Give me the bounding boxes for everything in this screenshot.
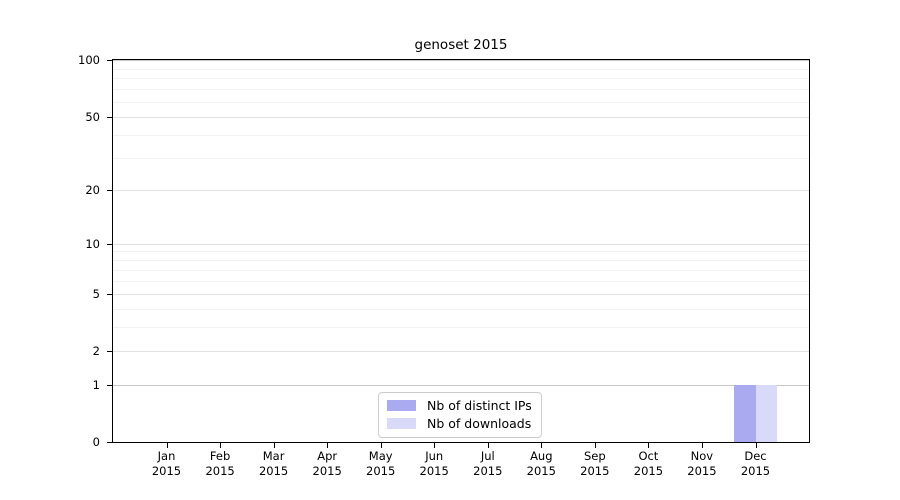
x-tick-label: Oct 2015 [633,449,664,478]
x-tick-mark [594,443,596,448]
legend-swatch-downloads [387,418,416,429]
major-gridline [113,116,809,118]
minor-gridline [113,157,809,159]
y-tick-label: 20 [85,183,100,197]
bar-distinct-ips [734,384,756,442]
y-tick-label: 2 [92,344,100,359]
y-tick-mark [107,293,112,295]
plot-area: Nb of distinct IPs Nb of downloads [112,59,810,443]
x-tick-mark [220,443,222,448]
major-gridline [113,190,809,191]
minor-gridline [113,308,809,310]
x-tick-label: Dec 2015 [740,449,771,478]
bar-downloads [755,384,777,442]
legend-swatch-distinct-ips [387,400,416,411]
legend-item-distinct-ips: Nb of distinct IPs [387,398,532,413]
y-tick-label: 5 [92,286,100,301]
major-gridline [113,384,809,386]
x-tick-mark [434,443,436,448]
legend-label-distinct-ips: Nb of distinct IPs [427,398,532,413]
legend-label-downloads: Nb of downloads [427,416,532,431]
y-tick-label: 100 [78,53,100,67]
minor-gridline [113,78,809,80]
y-tick-mark [107,190,112,191]
major-gridline [113,60,809,61]
x-tick-label: Jul 2015 [473,449,503,478]
minor-gridline [113,134,809,136]
minor-gridline [113,101,809,103]
minor-gridline [113,280,809,282]
x-tick-mark [273,443,275,448]
minor-gridline [113,251,809,253]
legend: Nb of distinct IPs Nb of downloads [378,392,542,438]
x-tick-mark [541,443,543,448]
x-tick-label: May 2015 [366,449,396,478]
y-tick-mark [107,116,112,118]
x-tick-mark [327,443,329,448]
minor-gridline [113,260,809,262]
x-tick-label: Sep 2015 [580,449,610,478]
major-gridline [113,293,809,295]
y-tick-label: 1 [92,377,100,392]
x-tick-label: Jan 2015 [151,449,182,478]
y-tick-mark [107,442,112,443]
y-tick-label: 50 [85,109,100,124]
x-tick-mark [166,443,168,448]
x-tick-mark [701,443,703,448]
major-gridline [113,351,809,353]
y-tick-mark [107,243,112,245]
x-tick-mark [755,443,757,448]
major-gridline [113,243,809,245]
chart-title: genoset 2015 [414,37,508,53]
x-tick-label: Apr 2015 [312,449,342,478]
minor-gridline [113,269,809,271]
x-tick-mark [380,443,382,448]
x-tick-mark [648,443,650,448]
y-tick-label: 0 [92,435,100,449]
x-tick-label: Jun 2015 [419,449,449,478]
minor-gridline [113,89,809,91]
minor-gridline [113,68,809,70]
x-tick-label: Aug 2015 [526,449,556,478]
x-tick-label: Feb 2015 [205,449,235,478]
y-tick-mark [107,384,112,386]
x-tick-mark [487,443,489,448]
legend-item-downloads: Nb of downloads [387,416,532,431]
minor-gridline [113,327,809,329]
x-tick-label: Mar 2015 [258,449,289,478]
y-tick-label: 10 [85,236,100,251]
y-tick-mark [107,351,112,353]
x-tick-label: Nov 2015 [687,449,717,478]
y-tick-mark [107,60,112,61]
